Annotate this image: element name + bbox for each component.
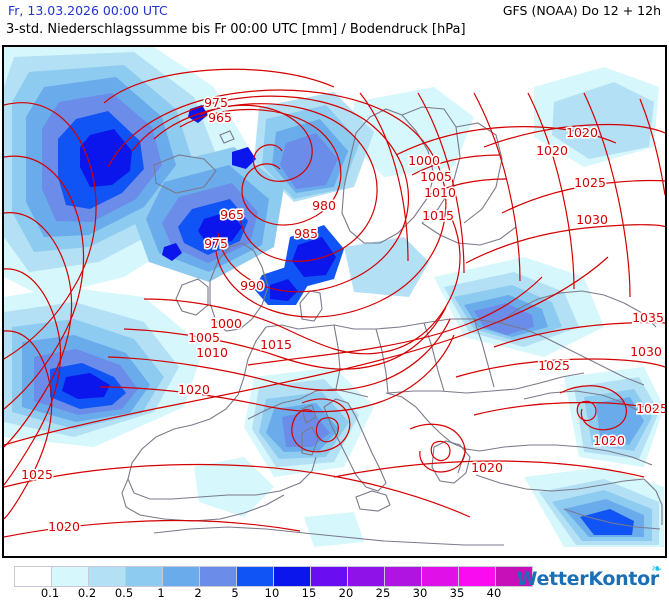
wetterkontor-logo[interactable]: WetterKontor ❧ [516,562,663,590]
pressure-label-halo: 1035 [632,310,664,325]
pressure-label-halo: 1020 [48,519,80,534]
pressure-label: 965 [220,207,244,222]
header-bar: Fr, 13.03.2026 00:00 UTC GFS (NOAA) Do 1… [0,0,669,44]
pressure-label: 1025 [574,175,606,190]
map-canvas: 9759759659659659659759759809809859859909… [4,47,665,556]
legend-swatch [199,567,236,586]
legend-swatch [88,567,125,586]
pressure-label-halo: 1010 [196,345,228,360]
pressure-label-halo: 1000 [210,316,242,331]
pressure-label-halo: 1025 [538,358,570,373]
pressure-labels: 9759759659659659659759759809809859859909… [19,93,665,535]
legend-swatch [51,567,88,586]
legend-tick: 10 [264,586,280,600]
legend-tick: 25 [375,586,391,600]
legend-swatch [310,567,347,586]
legend-tick: 1 [157,586,165,600]
pressure-label: 965 [208,110,232,125]
pressure-label-halo: 975 [204,236,228,251]
legend-swatch [421,567,458,586]
pressure-label-halo: 1005 [420,169,452,184]
pressure-label-halo: 1020 [536,143,568,158]
pressure-label: 1030 [576,212,608,227]
legend-swatch [236,567,273,586]
pressure-label: 1020 [593,433,625,448]
legend-bar-area: 0.1 0.2 0.5 1 2 5 10 15 20 25 30 35 40 WetterKontor ❧ [0,560,669,600]
pressure-label: 975 [204,95,228,110]
pressure-label-halo: 1025 [21,467,53,482]
pressure-label-halo: 975 [204,95,228,110]
pressure-label-halo: 1025 [636,401,665,416]
legend-swatch [162,567,199,586]
isobar-contours [4,68,665,538]
pressure-label: 985 [294,226,318,241]
pressure-label-halo: 1020 [593,433,625,448]
pressure-label-halo: 1020 [471,460,503,475]
pressure-label: 1010 [196,345,228,360]
pressure-label: 980 [312,198,336,213]
pressure-label-halo: 980 [312,198,336,213]
pressure-label: 1015 [422,208,454,223]
legend-swatch [495,567,532,586]
pressure-label-halo: 965 [220,207,244,222]
weather-map[interactable]: 975 975 965 965 965 965 975 975 980 980 985 985 990 9… [2,45,667,558]
legend-tick: 0.2 [77,586,97,600]
pressure-label-halo: 965 [208,110,232,125]
pressure-label: 1000 [210,316,242,331]
legend-swatch [384,567,421,586]
legend-swatch [347,567,384,586]
pressure-label-halo: 1020 [178,382,210,397]
legend-swatch [15,567,51,586]
legend-tick: 35 [449,586,465,600]
pressure-label-halo: 985 [294,226,318,241]
pressure-label-halo: 1015 [422,208,454,223]
pressure-label: 1030 [630,344,662,359]
pressure-label-halo: 1005 [188,330,220,345]
pressure-label: 1005 [188,330,220,345]
legend-tick: 0.1 [40,586,60,600]
precipitation-color-scale[interactable] [14,566,533,587]
forecast-datetime: Fr, 13.03.2026 00:00 UTC [8,3,168,18]
pressure-label: 1010 [424,185,456,200]
pressure-label: 1020 [471,460,503,475]
pressure-label-halo: 1025 [574,175,606,190]
pressure-label-halo: 1020 [566,125,598,140]
legend-swatch [273,567,310,586]
legend-tick: 2 [194,586,202,600]
brand-flourish-icon: ❧ [651,562,662,577]
pressure-label-halo: 1030 [576,212,608,227]
legend-tick: 15 [301,586,317,600]
map-subtitle: 3-std. Niederschlagssumme bis Fr 00:00 U… [6,22,466,37]
pressure-label: 1025 [636,401,665,416]
pressure-label-halo: 1000 [408,153,440,168]
legend-tick: 30 [412,586,428,600]
pressure-label: 1020 [48,519,80,534]
pressure-label-halo: 1030 [630,344,662,359]
pressure-label-halo: 990 [240,278,264,293]
legend-swatch [458,567,495,586]
legend-tick: 0.5 [114,586,134,600]
pressure-label: 1020 [536,143,568,158]
pressure-label: 975 [204,236,228,251]
legend-swatch [125,567,162,586]
brand-text: WetterKontor [516,568,660,590]
pressure-label: 1020 [178,382,210,397]
pressure-label: 1025 [538,358,570,373]
pressure-label-halo: 1015 [260,337,292,352]
pressure-label: 1035 [632,310,664,325]
model-run-label: GFS (NOAA) Do 12 + 12h [502,3,661,18]
pressure-label: 1020 [566,125,598,140]
pressure-label: 1005 [420,169,452,184]
legend-tick: 20 [338,586,354,600]
pressure-label-halo: 1010 [424,185,456,200]
pressure-label: 1025 [21,467,53,482]
pressure-label: 990 [240,278,264,293]
precipitation-field [4,47,664,547]
legend-tick: 40 [486,586,502,600]
legend-tick: 5 [231,586,239,600]
pressure-label: 1000 [408,153,440,168]
pressure-label: 1015 [260,337,292,352]
